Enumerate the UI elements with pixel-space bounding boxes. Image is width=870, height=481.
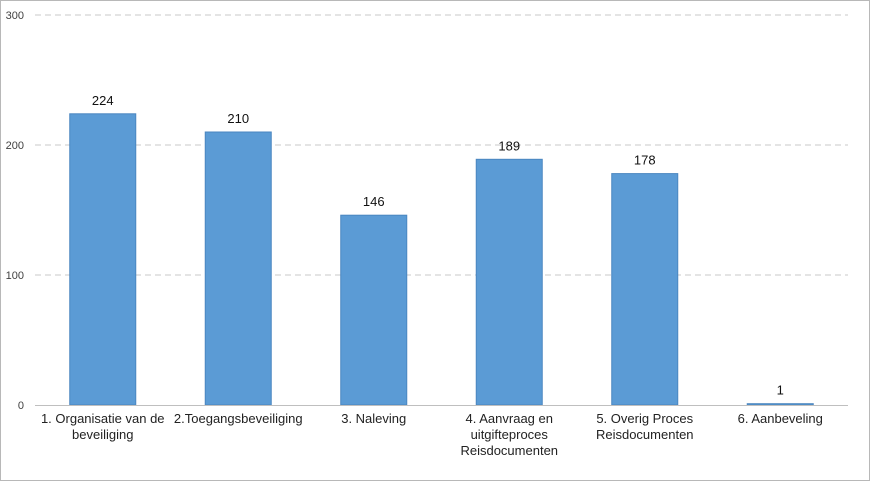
bar <box>69 113 137 406</box>
x-category-label-line: Reisdocumenten <box>460 443 558 458</box>
x-category-label-line: Reisdocumenten <box>596 427 694 442</box>
y-tick-label: 100 <box>6 270 24 282</box>
x-category-label-line: 1. Organisatie van de <box>41 411 165 426</box>
y-tick-label: 300 <box>6 10 24 22</box>
gridlines <box>35 14 848 276</box>
bars <box>69 113 814 406</box>
data-label: 178 <box>634 153 656 168</box>
bar <box>746 403 814 406</box>
x-category-label-line: 5. Overig Proces <box>596 411 693 426</box>
x-axis-categories: 1. Organisatie van de beveiliging 2.Toegan… <box>41 411 823 458</box>
y-tick-label: 0 <box>18 400 24 412</box>
x-category-label: 6. Aanbeveling <box>738 411 823 426</box>
x-category-label: 1. Organisatie van de beveiliging <box>41 411 165 442</box>
data-label: 189 <box>498 138 520 153</box>
bar <box>204 131 272 406</box>
y-axis-ticks: 0 100 200 300 <box>6 10 24 412</box>
x-category-label-line: 6. Aanbeveling <box>738 411 823 426</box>
bar <box>611 173 679 406</box>
data-label: 224 <box>92 93 114 108</box>
x-category-label-line: 3. Naleving <box>341 411 406 426</box>
data-label: 1 <box>777 383 784 398</box>
x-category-label: 4. Aanvraag en uitgifteproces Reisdocument… <box>460 411 558 458</box>
x-category-label-line: beveiliging <box>72 427 133 442</box>
bar <box>475 158 543 406</box>
data-label: 146 <box>363 194 385 209</box>
data-labels: 224 210 146 189 178 1 <box>92 93 784 398</box>
x-category-label: 2.Toegangsbeveiliging <box>174 411 303 426</box>
x-category-label: 5. Overig Proces Reisdocumenten <box>596 411 694 442</box>
bar <box>340 214 408 406</box>
x-category-label: 3. Naleving <box>341 411 406 426</box>
y-tick-label: 200 <box>6 140 24 152</box>
x-category-label-line: 4. Aanvraag en <box>466 411 553 426</box>
x-category-label-line: uitgifteproces <box>471 427 549 442</box>
data-label: 210 <box>227 111 249 126</box>
x-category-label-line: 2.Toegangsbeveiliging <box>174 411 303 426</box>
